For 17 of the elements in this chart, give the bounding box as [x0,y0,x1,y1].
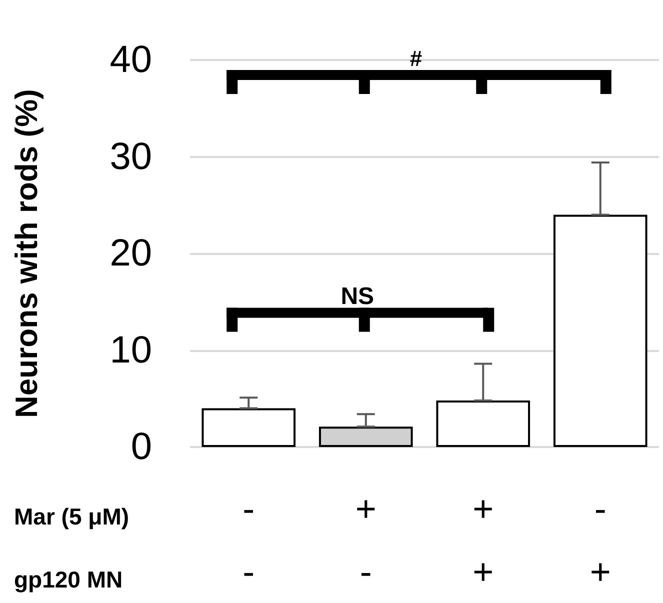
y-axis-title: Neurons with rods (%) [9,89,44,418]
y-tick-label: 40 [110,39,152,81]
x-tick-label: + - [355,488,376,592]
bar [553,214,648,447]
bar [202,408,296,447]
annotation: # [410,46,422,71]
bar [436,400,530,447]
y-tick-label: 10 [110,329,152,372]
y-tick-label: 30 [110,136,152,178]
annotation: NS [340,282,374,310]
y-tick-label: 20 [110,232,152,274]
text: Mar (5 μM) [14,504,130,530]
x-tick-label: - + [590,488,611,592]
y-tick-label: 0 [130,426,152,468]
text: gp120 MN [14,566,123,594]
x-tick-label: - - [242,488,255,592]
x-tick-label: + + [472,488,494,592]
